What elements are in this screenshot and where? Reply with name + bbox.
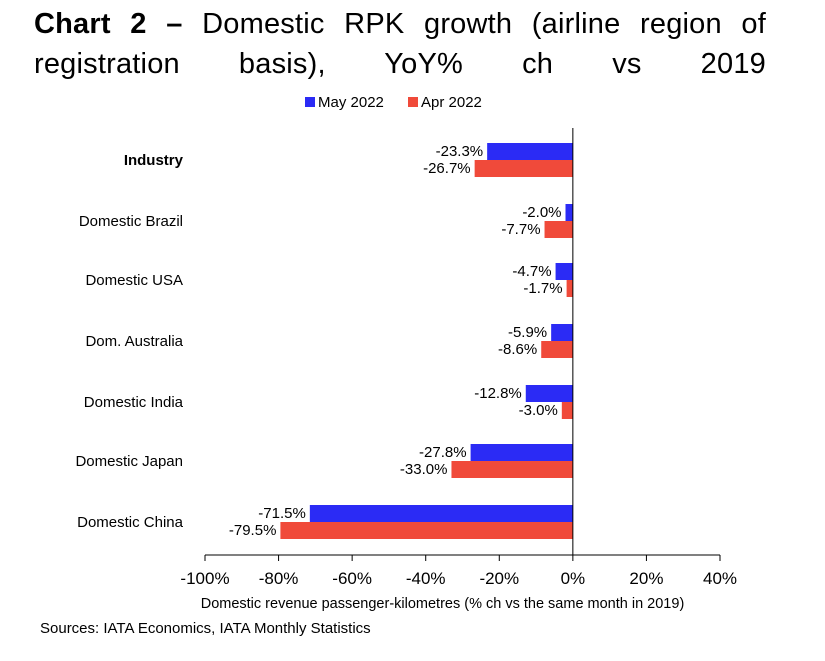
category-label: Domestic China xyxy=(77,514,184,531)
bar xyxy=(551,324,573,341)
data-label: -4.7% xyxy=(512,263,551,280)
legend-swatch xyxy=(305,97,315,107)
bar xyxy=(555,263,573,280)
data-label: -7.7% xyxy=(501,221,540,238)
category-label: Industry xyxy=(124,152,184,169)
bar xyxy=(561,402,573,419)
bar xyxy=(451,461,573,478)
bar xyxy=(280,522,573,539)
x-tick-label: 20% xyxy=(629,569,663,588)
bar xyxy=(487,143,573,160)
bar xyxy=(474,160,573,177)
data-label: -79.5% xyxy=(229,522,277,539)
bar xyxy=(470,444,573,461)
bar xyxy=(525,385,573,402)
bar xyxy=(309,505,573,522)
bar xyxy=(544,221,573,238)
data-label: -3.0% xyxy=(519,402,558,419)
x-tick-label: -60% xyxy=(332,569,372,588)
data-label: -12.8% xyxy=(474,385,522,402)
x-tick-label: -80% xyxy=(259,569,299,588)
x-tick-label: -40% xyxy=(406,569,446,588)
legend-swatch xyxy=(408,97,418,107)
bar xyxy=(565,204,573,221)
chart-title: Chart 2 – Domestic RPK growth (airline r… xyxy=(34,4,766,84)
x-axis-title: Domestic revenue passenger-kilometres (%… xyxy=(201,596,685,612)
legend: May 2022 Apr 2022 xyxy=(305,94,482,111)
chart-title-lead: Chart 2 – xyxy=(34,8,183,40)
data-label: -33.0% xyxy=(400,461,448,478)
source-note: Sources: IATA Economics, IATA Monthly St… xyxy=(40,620,371,637)
category-label: Domestic Japan xyxy=(75,453,183,470)
data-label: -2.0% xyxy=(522,204,561,221)
category-label: Domestic India xyxy=(84,394,184,411)
category-label: Dom. Australia xyxy=(85,333,183,350)
data-label: -8.6% xyxy=(498,341,537,358)
x-tick-label: 40% xyxy=(703,569,737,588)
x-tick-label: -20% xyxy=(479,569,519,588)
data-label: -27.8% xyxy=(419,444,467,461)
x-tick-label: 0% xyxy=(561,569,586,588)
data-label: -23.3% xyxy=(436,143,484,160)
legend-label: May 2022 xyxy=(318,94,384,111)
data-label: -26.7% xyxy=(423,160,471,177)
data-label: -71.5% xyxy=(258,505,306,522)
bar xyxy=(566,280,573,297)
chart-title-text: Domestic RPK growth (airline region of r… xyxy=(34,8,766,80)
data-label: -5.9% xyxy=(508,324,547,341)
category-label: Domestic USA xyxy=(85,272,183,289)
category-label: Domestic Brazil xyxy=(79,213,183,230)
x-tick-label: -100% xyxy=(180,569,229,588)
legend-label: Apr 2022 xyxy=(421,94,482,111)
bar xyxy=(541,341,573,358)
data-label: -1.7% xyxy=(523,280,562,297)
